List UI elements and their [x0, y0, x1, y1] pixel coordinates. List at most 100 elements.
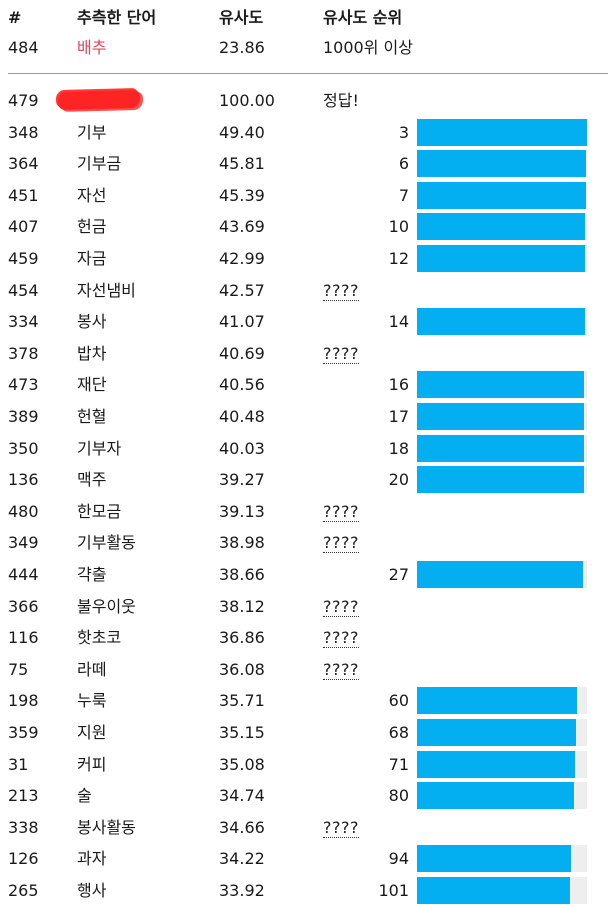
row-word: 술	[77, 786, 92, 806]
row-num: 31	[8, 754, 29, 774]
rank-progress-bar	[417, 371, 587, 399]
row-num: 407	[8, 217, 39, 237]
row-word: 자금	[77, 249, 107, 268]
answer-row: 479 100.00 정답!	[0, 85, 615, 117]
row-num: 364	[8, 154, 39, 174]
row-num: 126	[8, 849, 39, 869]
row-similarity: 35.15	[219, 723, 265, 742]
table-row: 364 기부금 45.81 6	[0, 148, 615, 180]
table-row: 378 밥차 40.69????	[0, 338, 615, 370]
rank-progress-bar	[417, 403, 587, 430]
row-similarity: 35.08	[219, 754, 265, 774]
row-num: 349	[8, 533, 39, 553]
row-word: 핫초코	[77, 628, 122, 648]
row-word: 기부금	[77, 154, 122, 174]
unknown-rank: ????	[323, 622, 359, 649]
row-word: 누룩	[77, 691, 107, 711]
row-rank: 18	[388, 438, 409, 458]
table-row: 348 기부 49.40 3	[0, 117, 615, 149]
rank-progress-fill	[417, 308, 585, 336]
rank-progress-fill	[417, 782, 574, 810]
row-num: 454	[8, 280, 39, 300]
row-word: 재단	[77, 375, 107, 395]
table-row: 349 기부활동 38.98????	[0, 527, 615, 559]
row-similarity: 38.98	[219, 533, 265, 553]
rank-progress-bar	[417, 213, 587, 241]
row-similarity: 45.39	[219, 185, 265, 205]
row-word: 기부	[77, 122, 107, 142]
row-rank: 101	[378, 881, 409, 900]
unknown-rank: ????	[323, 275, 359, 301]
row-similarity: 42.99	[219, 249, 265, 268]
rank-progress-fill	[417, 118, 587, 146]
table-row: 366 불우이웃 38.12????	[0, 591, 615, 623]
row-similarity: 42.57	[219, 280, 265, 300]
rank-progress-fill	[417, 403, 585, 430]
table-row: 31 커피 35.08 71	[0, 749, 615, 781]
row-similarity: 40.03	[219, 438, 265, 458]
guess-similarity: 23.86	[219, 38, 265, 57]
row-similarity: 39.27	[219, 470, 265, 490]
row-num: 350	[8, 438, 39, 458]
redacted-answer-mark	[57, 89, 141, 111]
answer-similarity: 100.00	[219, 91, 275, 110]
row-num: 348	[8, 122, 39, 142]
row-rank: 14	[388, 312, 409, 332]
row-word: 불우이웃	[77, 596, 136, 616]
row-word: 봉사활동	[77, 817, 136, 837]
row-similarity: 40.69	[219, 343, 265, 363]
rank-progress-fill	[417, 750, 576, 778]
header-similarity: 유사도	[219, 8, 264, 27]
row-word: 기부활동	[77, 533, 136, 553]
row-rank: 80	[388, 786, 409, 806]
table-row: 116 핫초코 36.86????	[0, 622, 615, 654]
row-similarity: 34.74	[219, 786, 265, 806]
table-row: 451 자선 45.39 7	[0, 180, 615, 212]
rank-progress-bar	[417, 877, 587, 904]
row-rank: 27	[388, 565, 409, 584]
rank-progress-bar	[417, 181, 587, 209]
rank-progress-fill	[417, 371, 585, 399]
row-num: 116	[8, 628, 39, 648]
unknown-rank: ????	[323, 812, 359, 838]
header-rank: 유사도 순위	[323, 8, 403, 27]
table-row: 265 행사 33.92 101	[0, 875, 615, 907]
unknown-rank: ????	[323, 527, 359, 554]
row-num: 198	[8, 691, 39, 711]
table-row: 454 자선냄비 42.57????	[0, 275, 615, 307]
table-row: 350 기부자 40.03 18	[0, 433, 615, 465]
row-word: 기부자	[77, 438, 122, 458]
row-num: 451	[8, 185, 39, 205]
row-similarity: 38.12	[219, 596, 265, 616]
row-rank: 16	[388, 375, 409, 395]
row-num: 75	[8, 659, 29, 679]
row-rank: 12	[388, 249, 409, 268]
row-num: 265	[8, 881, 39, 900]
row-word: 맥주	[77, 470, 107, 490]
table-row: 338 봉사활동 34.66????	[0, 812, 615, 844]
table-row: 136 맥주 39.27 20	[0, 464, 615, 496]
row-num: 480	[8, 501, 39, 521]
latest-guess-row: 484 배추 23.86 1000위 이상	[0, 32, 615, 64]
row-num: 459	[8, 249, 39, 268]
row-rank: 10	[388, 217, 409, 237]
guess-num: 484	[8, 38, 39, 57]
row-rank: 20	[388, 470, 409, 490]
table-header: # 추측한 단어 유사도 유사도 순위	[0, 2, 615, 34]
table-row: 198 누룩 35.71 60	[0, 685, 615, 717]
row-similarity: 36.08	[219, 659, 265, 679]
rank-progress-fill	[417, 877, 570, 904]
row-word: 헌금	[77, 217, 107, 237]
rank-progress-fill	[417, 213, 586, 241]
row-similarity: 40.48	[219, 407, 265, 426]
rank-progress-bar	[417, 434, 587, 462]
row-word: 헌혈	[77, 407, 107, 426]
table-row: 444 갹출 38.66 27	[0, 559, 615, 591]
row-word: 지원	[77, 723, 107, 742]
row-word: 자선냄비	[77, 280, 136, 300]
guess-rank: 1000위 이상	[323, 38, 413, 57]
rank-progress-bar	[417, 466, 587, 494]
row-similarity: 41.07	[219, 312, 265, 332]
unknown-rank: ????	[323, 338, 359, 364]
row-rank: 60	[388, 691, 409, 711]
